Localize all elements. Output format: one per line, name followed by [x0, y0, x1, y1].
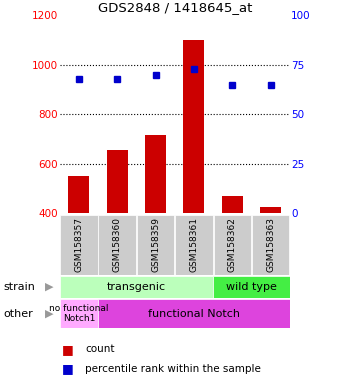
- Bar: [68, 176, 89, 312]
- Text: other: other: [3, 308, 33, 319]
- Text: transgenic: transgenic: [107, 281, 166, 292]
- Text: ■: ■: [62, 362, 74, 375]
- Bar: [183, 40, 205, 312]
- Bar: [60, 299, 98, 328]
- Text: ■: ■: [62, 343, 74, 356]
- Text: ▶: ▶: [45, 281, 54, 292]
- Text: functional Notch: functional Notch: [148, 308, 240, 319]
- Bar: [175, 215, 213, 275]
- Text: count: count: [85, 344, 115, 354]
- Bar: [60, 215, 98, 275]
- Title: GDS2848 / 1418645_at: GDS2848 / 1418645_at: [98, 1, 252, 14]
- Text: ▶: ▶: [45, 308, 54, 319]
- Bar: [107, 150, 128, 312]
- Bar: [213, 215, 251, 275]
- Bar: [98, 299, 290, 328]
- Bar: [137, 215, 174, 275]
- Text: wild type: wild type: [226, 281, 277, 292]
- Text: no functional
Notch1: no functional Notch1: [49, 304, 108, 323]
- Text: GSM158357: GSM158357: [74, 217, 83, 272]
- Bar: [145, 135, 166, 312]
- Bar: [213, 276, 290, 298]
- Bar: [99, 215, 136, 275]
- Text: percentile rank within the sample: percentile rank within the sample: [85, 364, 261, 374]
- Bar: [222, 196, 243, 312]
- Text: GSM158363: GSM158363: [266, 217, 275, 272]
- Text: GSM158362: GSM158362: [228, 217, 237, 272]
- Bar: [60, 276, 213, 298]
- Bar: [252, 215, 290, 275]
- Text: GSM158361: GSM158361: [190, 217, 198, 272]
- Bar: [260, 207, 281, 312]
- Text: GSM158359: GSM158359: [151, 217, 160, 272]
- Text: strain: strain: [3, 281, 35, 292]
- Text: GSM158360: GSM158360: [113, 217, 122, 272]
